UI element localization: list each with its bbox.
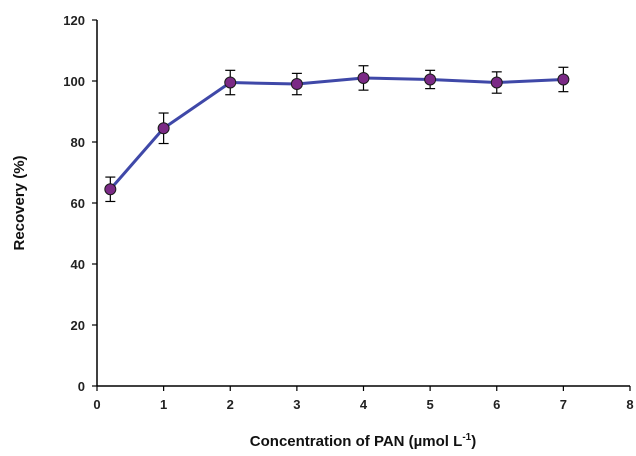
x-ticks: 0 1 2 3 4 5 6 7 8 <box>93 386 634 412</box>
y-tick-label: 40 <box>71 257 85 272</box>
x-tick-label: 0 <box>93 397 100 412</box>
x-tick-label: 7 <box>560 397 567 412</box>
x-axis-title-superscript: -1 <box>462 432 471 443</box>
x-axis-title-suffix: ) <box>471 433 476 450</box>
data-point <box>424 73 437 86</box>
x-tick-label: 4 <box>360 397 368 412</box>
data-point <box>224 76 237 89</box>
x-tick-label: 3 <box>293 397 300 412</box>
y-tick-label: 80 <box>71 135 85 150</box>
y-tick-label: 0 <box>78 379 85 394</box>
y-tick-label: 100 <box>63 74 85 89</box>
y-tick-label: 120 <box>63 13 85 28</box>
series-line <box>109 76 564 191</box>
data-point <box>157 122 170 135</box>
x-axis-title-main: Concentration of PAN (µmol L <box>250 433 463 450</box>
x-tick-label: 8 <box>626 397 633 412</box>
x-axis-title: Concentration of PAN (µmol L-1) <box>250 432 476 450</box>
x-tick-label: 2 <box>227 397 234 412</box>
y-axis-title: Recovery (%) <box>11 155 28 250</box>
data-point <box>104 183 117 196</box>
x-tick-label: 1 <box>160 397 167 412</box>
y-tick-label: 60 <box>71 196 85 211</box>
data-point <box>490 76 503 89</box>
axes: 0 1 2 3 4 5 6 7 8 0 20 40 60 80 100 120 <box>63 13 633 412</box>
series <box>104 65 570 203</box>
y-tick-label: 20 <box>71 318 85 333</box>
x-tick-label: 6 <box>493 397 500 412</box>
data-point <box>557 73 570 86</box>
x-tick-label: 5 <box>427 397 434 412</box>
y-ticks: 0 20 40 60 80 100 120 <box>63 13 97 394</box>
data-point <box>357 71 370 84</box>
data-point <box>290 78 303 91</box>
